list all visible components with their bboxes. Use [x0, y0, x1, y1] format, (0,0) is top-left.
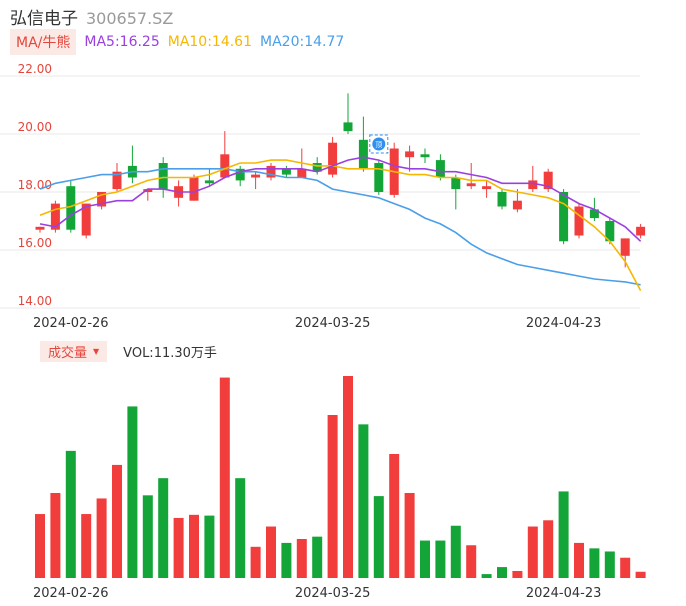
candle-body	[482, 186, 491, 189]
x-tick-label: 2024-02-26	[33, 586, 109, 601]
volume-bar	[559, 491, 569, 578]
volume-bar	[497, 567, 507, 578]
candle-body	[66, 186, 75, 230]
candle-body	[36, 227, 45, 230]
candle-body	[467, 183, 476, 186]
top-marker-label: 顶	[375, 141, 382, 149]
volume-bar	[543, 520, 553, 578]
candle-body	[159, 163, 168, 189]
volume-bar	[466, 545, 476, 578]
y-tick-label: 20.00	[18, 120, 52, 134]
volume-bar	[451, 526, 461, 578]
volume-bar	[420, 541, 430, 578]
x-tick-label: 2024-04-23	[526, 316, 602, 331]
candle-body	[451, 178, 460, 190]
candle-body	[190, 178, 199, 201]
volume-bar	[235, 478, 245, 578]
y-tick-label: 18.00	[18, 178, 52, 192]
volume-bar	[405, 493, 415, 578]
candle-body	[621, 238, 630, 255]
volume-bar	[435, 541, 445, 578]
candle-body	[251, 175, 260, 178]
x-tick-label: 2024-03-25	[295, 586, 371, 601]
volume-bar	[312, 537, 322, 578]
y-tick-label: 22.00	[18, 62, 52, 76]
x-tick-label: 2024-02-26	[33, 316, 109, 331]
volume-bar	[220, 378, 230, 578]
volume-bar	[297, 539, 307, 578]
volume-bar	[158, 478, 168, 578]
volume-bar	[343, 376, 353, 578]
volume-bar	[589, 548, 599, 578]
volume-bar	[605, 551, 615, 578]
candle-body	[636, 227, 645, 236]
volume-bar	[636, 572, 646, 578]
volume-bar	[112, 465, 122, 578]
x-tick-label: 2024-03-25	[295, 316, 371, 331]
volume-bar	[97, 498, 107, 578]
volume-bar	[50, 493, 60, 578]
volume-bar	[620, 558, 630, 578]
volume-bar	[374, 496, 384, 578]
candle-body	[405, 151, 414, 157]
candle-body	[359, 140, 368, 169]
volume-bar	[204, 516, 214, 578]
candle-body	[513, 201, 522, 210]
candle-body	[559, 192, 568, 241]
volume-bar	[389, 454, 399, 578]
volume-bar	[574, 543, 584, 578]
candle-body	[421, 154, 430, 157]
candle-body	[328, 143, 337, 175]
candle-body	[374, 163, 383, 192]
candle-body	[436, 160, 445, 177]
volume-bar	[328, 415, 338, 578]
y-tick-label: 14.00	[18, 294, 52, 308]
volume-bar	[512, 571, 522, 578]
volume-bar	[482, 574, 492, 578]
volume-bar	[358, 424, 368, 578]
x-tick-label: 2024-04-23	[526, 586, 602, 601]
volume-bar	[127, 406, 137, 578]
candle-body	[205, 180, 214, 183]
volume-bar	[35, 514, 45, 578]
candle-body	[344, 122, 353, 131]
volume-bar	[266, 527, 276, 578]
volume-bar	[528, 527, 538, 578]
candle-body	[528, 180, 537, 189]
volume-bar	[143, 495, 153, 578]
candle-body	[575, 207, 584, 236]
candle-body	[220, 154, 229, 177]
volume-bar	[281, 543, 291, 578]
volume-bar	[66, 451, 76, 578]
volume-bar	[174, 518, 184, 578]
y-tick-label: 16.00	[18, 236, 52, 250]
volume-bar	[251, 547, 261, 578]
volume-bar	[81, 514, 91, 578]
candle-body	[282, 169, 291, 175]
candle-body	[498, 192, 507, 207]
volume-bar	[189, 515, 199, 578]
